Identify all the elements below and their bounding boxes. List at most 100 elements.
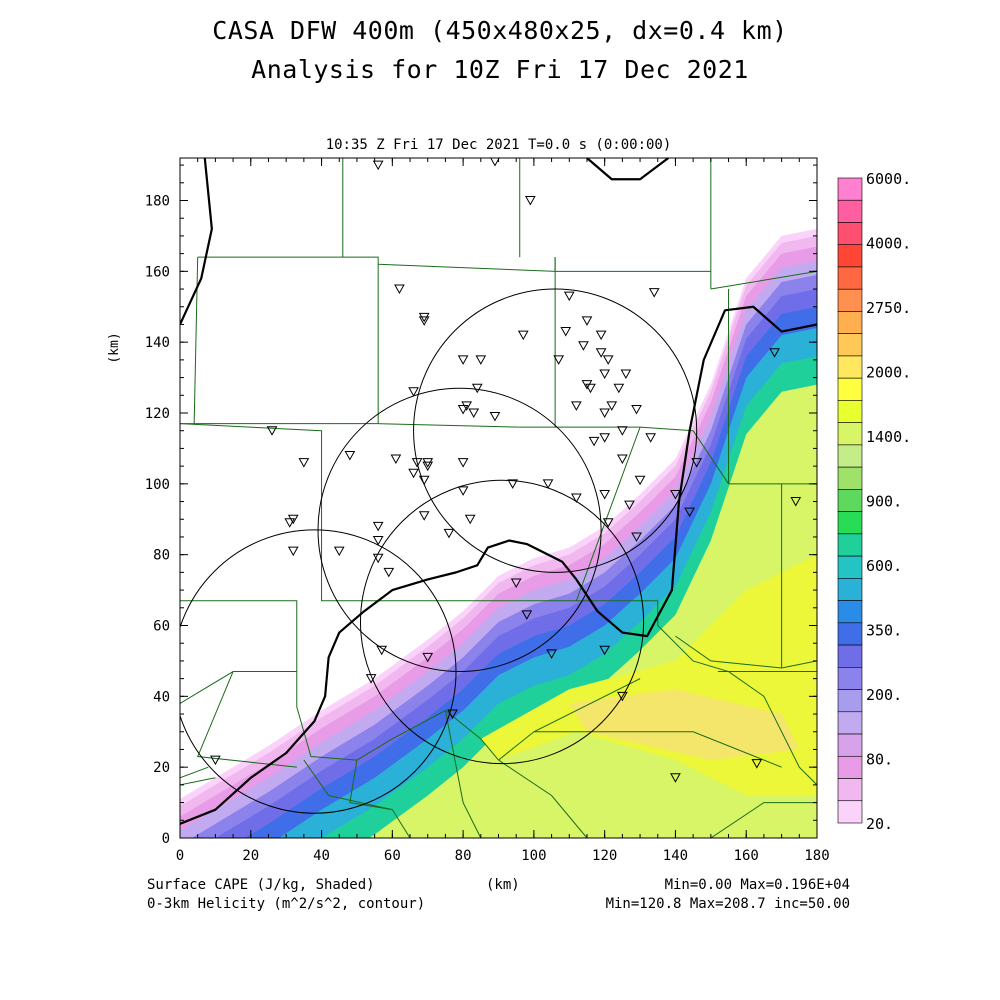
y-axis-label: (km) <box>107 332 122 363</box>
station-marker-72 <box>510 578 522 589</box>
radar-range-circle-3 <box>359 479 645 765</box>
colorbar-swatch-24 <box>837 711 863 735</box>
station-marker-20 <box>471 383 483 394</box>
station-marker-54 <box>624 500 635 511</box>
station-marker-33 <box>617 426 628 436</box>
colorbar-label-5: 900. <box>866 493 902 511</box>
helicity-contour-1 <box>180 158 213 325</box>
station-marker-66 <box>372 521 384 532</box>
station-marker-43 <box>457 458 469 468</box>
county-line-8 <box>193 257 379 425</box>
y-tick-label-3: 60 <box>153 619 170 635</box>
county-line-24 <box>498 759 588 838</box>
county-line-20 <box>296 706 499 761</box>
station-marker-8 <box>581 316 593 326</box>
county-line-18 <box>180 671 297 704</box>
station-marker-61 <box>602 518 614 528</box>
station-marker-55 <box>634 475 646 486</box>
county-line-26 <box>675 635 817 669</box>
station-marker-71 <box>383 567 395 578</box>
x-tick-label-3: 60 <box>384 848 401 864</box>
colorbar-swatch-19 <box>837 600 863 624</box>
colorbar-swatch-27 <box>837 778 863 802</box>
station-marker-35 <box>599 433 611 443</box>
station-marker-10 <box>517 330 529 341</box>
footer-cape-label: Surface CAPE (J/kg, Shaded) <box>147 877 375 893</box>
station-marker-38 <box>344 451 356 461</box>
x-tick-label-6: 120 <box>592 848 617 864</box>
colorbar-swatch-11 <box>837 422 863 446</box>
county-line-13 <box>180 423 577 602</box>
x-tick-label-2: 40 <box>313 848 330 864</box>
station-marker-1 <box>490 158 500 167</box>
station-marker-3 <box>394 284 405 295</box>
county-line-30 <box>533 731 782 768</box>
station-marker-15 <box>602 355 614 365</box>
station-marker-56 <box>670 489 681 500</box>
y-tick-label-4: 80 <box>153 548 170 564</box>
station-marker-60 <box>464 514 476 525</box>
station-marker-12 <box>578 341 589 351</box>
county-line-19 <box>196 671 297 768</box>
colorbar-swatch-5 <box>837 288 863 312</box>
station-marker-44 <box>617 454 628 465</box>
x-axis-unit-label: (km) <box>486 877 520 893</box>
chart-title: CASA DFW 400m (450x480x25, dx=0.4 km) <box>212 16 788 45</box>
y-tick-label-1: 20 <box>153 760 170 776</box>
station-marker-36 <box>645 433 657 443</box>
colorbar-label-10: 20. <box>866 815 893 833</box>
station-marker-9 <box>560 327 572 337</box>
colorbar-swatch-18 <box>837 578 863 601</box>
station-marker-77 <box>599 645 611 656</box>
y-tick-label-0: 0 <box>162 831 170 847</box>
station-marker-29 <box>457 404 469 415</box>
station-marker-7 <box>563 291 575 302</box>
station-marker-84 <box>751 759 763 769</box>
station-marker-68 <box>333 546 345 557</box>
station-marker-30 <box>468 408 480 419</box>
station-marker-19 <box>620 369 632 380</box>
colorbar-swatch-28 <box>837 800 863 824</box>
footer-helicity-label: 0-3km Helicity (m^2/s^2, contour) <box>147 896 426 912</box>
county-line-17 <box>180 600 298 707</box>
y-tick-label-2: 40 <box>153 689 170 705</box>
station-marker-79 <box>447 709 458 720</box>
station-marker-73 <box>521 610 533 620</box>
station-marker-42 <box>422 458 434 468</box>
station-marker-69 <box>372 553 384 564</box>
station-marker-32 <box>599 408 611 419</box>
colorbar-label-7: 350. <box>866 622 902 640</box>
colorbar-swatch-1 <box>837 199 863 223</box>
county-line-32 <box>710 802 817 838</box>
station-marker-51 <box>457 486 469 496</box>
x-tick-label-9: 180 <box>804 848 829 864</box>
station-marker-82 <box>210 755 221 766</box>
colorbar-swatch-25 <box>837 733 863 757</box>
station-marker-18 <box>599 369 611 380</box>
colorbar-swatch-14 <box>837 489 863 512</box>
station-marker-50 <box>571 493 582 504</box>
colorbar-swatch-20 <box>837 622 863 646</box>
station-marker-48 <box>418 475 430 486</box>
colorbar-label-8: 200. <box>866 686 902 704</box>
plot-subtitle: 10:35 Z Fri 17 Dec 2021 T=0.0 s (0:00:00… <box>325 137 672 153</box>
county-line-22 <box>349 760 393 811</box>
helicity-contour-0 <box>180 305 817 825</box>
station-marker-64 <box>443 528 455 539</box>
colorbar-swatch-2 <box>837 222 863 246</box>
station-marker-40 <box>411 458 423 468</box>
radar-range-circle-2 <box>413 288 698 573</box>
colorbar-label-1: 4000. <box>866 235 911 253</box>
station-marker-22 <box>585 383 596 394</box>
station-marker-25 <box>606 401 618 411</box>
station-marker-52 <box>507 479 519 489</box>
station-marker-57 <box>684 507 695 518</box>
county-line-10 <box>519 426 694 432</box>
plot-area <box>180 158 817 838</box>
station-marker-46 <box>298 458 310 468</box>
station-marker-83 <box>670 773 681 783</box>
station-marker-23 <box>613 383 625 394</box>
county-line-23 <box>444 710 482 838</box>
station-marker-65 <box>631 532 642 542</box>
station-marker-14 <box>595 348 607 358</box>
